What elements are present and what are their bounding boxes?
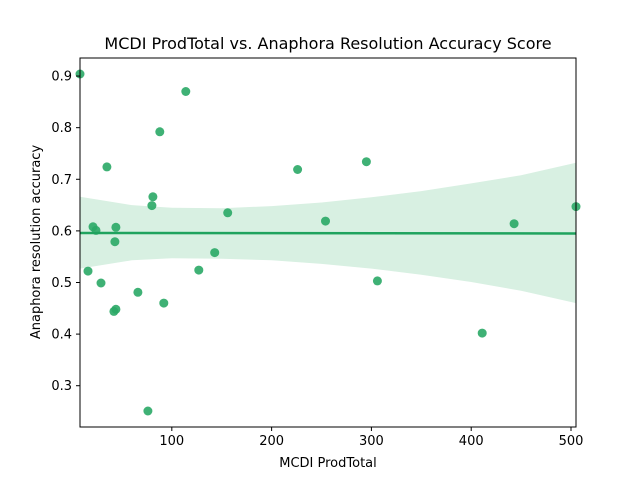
data-point [509, 219, 519, 229]
y-tick-label: 0.4 [51, 328, 72, 343]
data-point [111, 222, 121, 232]
data-point [147, 201, 157, 211]
data-point [477, 328, 487, 338]
data-point [321, 216, 330, 226]
data-point [210, 248, 220, 258]
data-point [293, 165, 303, 174]
data-point [361, 157, 371, 167]
y-tick-label: 0.5 [51, 276, 72, 291]
data-point [83, 266, 93, 276]
y-axis-ticks: 0.3 0.4 0.5 0.6 0.7 0.8 0.9 [51, 70, 80, 394]
chart-title: MCDI ProdTotal vs. Anaphora Resolution A… [104, 34, 551, 53]
y-tick-label: 0.9 [51, 70, 72, 85]
y-tick-label: 0.3 [51, 379, 72, 394]
y-axis-label: Anaphora resolution accuracy [29, 145, 44, 340]
y-tick-label: 0.7 [51, 173, 72, 188]
regression-line [79, 231, 577, 235]
data-point [159, 298, 169, 308]
x-axis-ticks: 100 200 300 400 500 [159, 427, 583, 449]
data-point [133, 287, 143, 297]
data-point [223, 208, 233, 218]
data-point [155, 127, 165, 137]
x-tick-label: 400 [459, 434, 484, 449]
data-point [148, 192, 158, 202]
data-point [110, 237, 120, 247]
data-point [372, 276, 382, 286]
x-tick-label: 300 [359, 434, 384, 449]
y-tick-label: 0.6 [51, 224, 72, 239]
x-tick-label: 200 [259, 434, 284, 449]
points-layer [75, 69, 581, 416]
plot-frame [79, 57, 577, 428]
x-tick-label: 500 [559, 434, 584, 449]
data-point [143, 406, 153, 416]
x-axis-label: MCDI ProdTotal [279, 456, 377, 471]
y-tick-label: 0.8 [51, 121, 72, 136]
plot-area [75, 69, 581, 416]
regression-line-layer [79, 231, 577, 235]
data-point [181, 87, 191, 96]
data-point [102, 162, 112, 172]
x-tick-label: 100 [159, 434, 184, 449]
data-point [111, 304, 121, 314]
data-point [194, 265, 204, 275]
data-point [96, 278, 106, 288]
